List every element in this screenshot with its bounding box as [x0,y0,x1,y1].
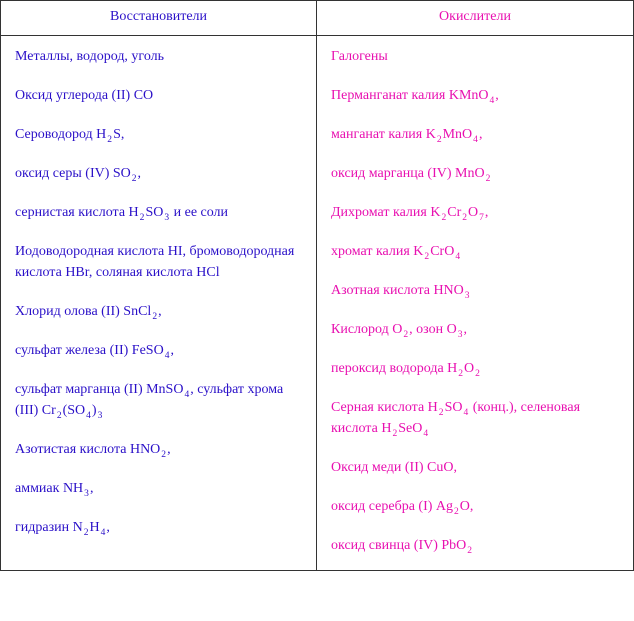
reducer-item: Металлы, водород, уголь [15,46,304,67]
reducer-item: Иодоводородная кислота HI, бромоводородн… [15,241,304,283]
reducer-item: Оксид углерода (II) CO [15,85,304,106]
oxidizer-item: Дихромат калия K2Cr2O7, [331,202,621,223]
reducer-item: Хлорид олова (II) SnCl2, [15,301,304,322]
reducer-item: Сероводород H2S, [15,124,304,145]
oxidizers-column: Окислители Галогены Перманганат калия KMn… [317,1,633,570]
oxidizer-item: хромат калия K2CrO4 [331,241,621,262]
oxidizer-item: Перманганат калия KMnO4, [331,85,621,106]
reducer-item: сернистая кислота H2SO3 и ее соли [15,202,304,223]
reducer-item: Азотистая кислота HNO2, [15,439,304,460]
reducer-item: гидразин N2H4, [15,517,304,538]
reducer-item: аммиак NH3, [15,478,304,499]
reducers-body: Металлы, водород, уголь Оксид углерода (I… [1,36,316,552]
oxidizers-header: Окислители [317,1,633,36]
reducer-item: сульфат железа (II) FeSO4, [15,340,304,361]
chem-table: Восстановители Металлы, водород, уголь Ок… [0,0,634,571]
reducers-header: Восстановители [1,1,316,36]
oxidizer-item: оксид марганца (IV) MnO2 [331,163,621,184]
oxidizer-item: пероксид водорода H2O2 [331,358,621,379]
reducer-item: сульфат марганца (II) MnSO4, сульфат хро… [15,379,304,421]
reducer-item: оксид серы (IV) SO2, [15,163,304,184]
oxidizer-item: Оксид меди (II) CuO, [331,457,621,478]
oxidizers-body: Галогены Перманганат калия KMnO4, манганат… [317,36,633,570]
oxidizer-item: оксид серебра (I) Ag2O, [331,496,621,517]
oxidizer-item: Кислород O2, озон O3, [331,319,621,340]
oxidizer-item: манганат калия K2MnO4, [331,124,621,145]
oxidizer-item: Азотная кислота HNO3 [331,280,621,301]
oxidizer-item: оксид свинца (IV) PbO2 [331,535,621,556]
reducers-column: Восстановители Металлы, водород, уголь Ок… [1,1,317,570]
oxidizer-item: Серная кислота H2SO4 (конц.), селеновая … [331,397,621,439]
oxidizer-item: Галогены [331,46,621,67]
